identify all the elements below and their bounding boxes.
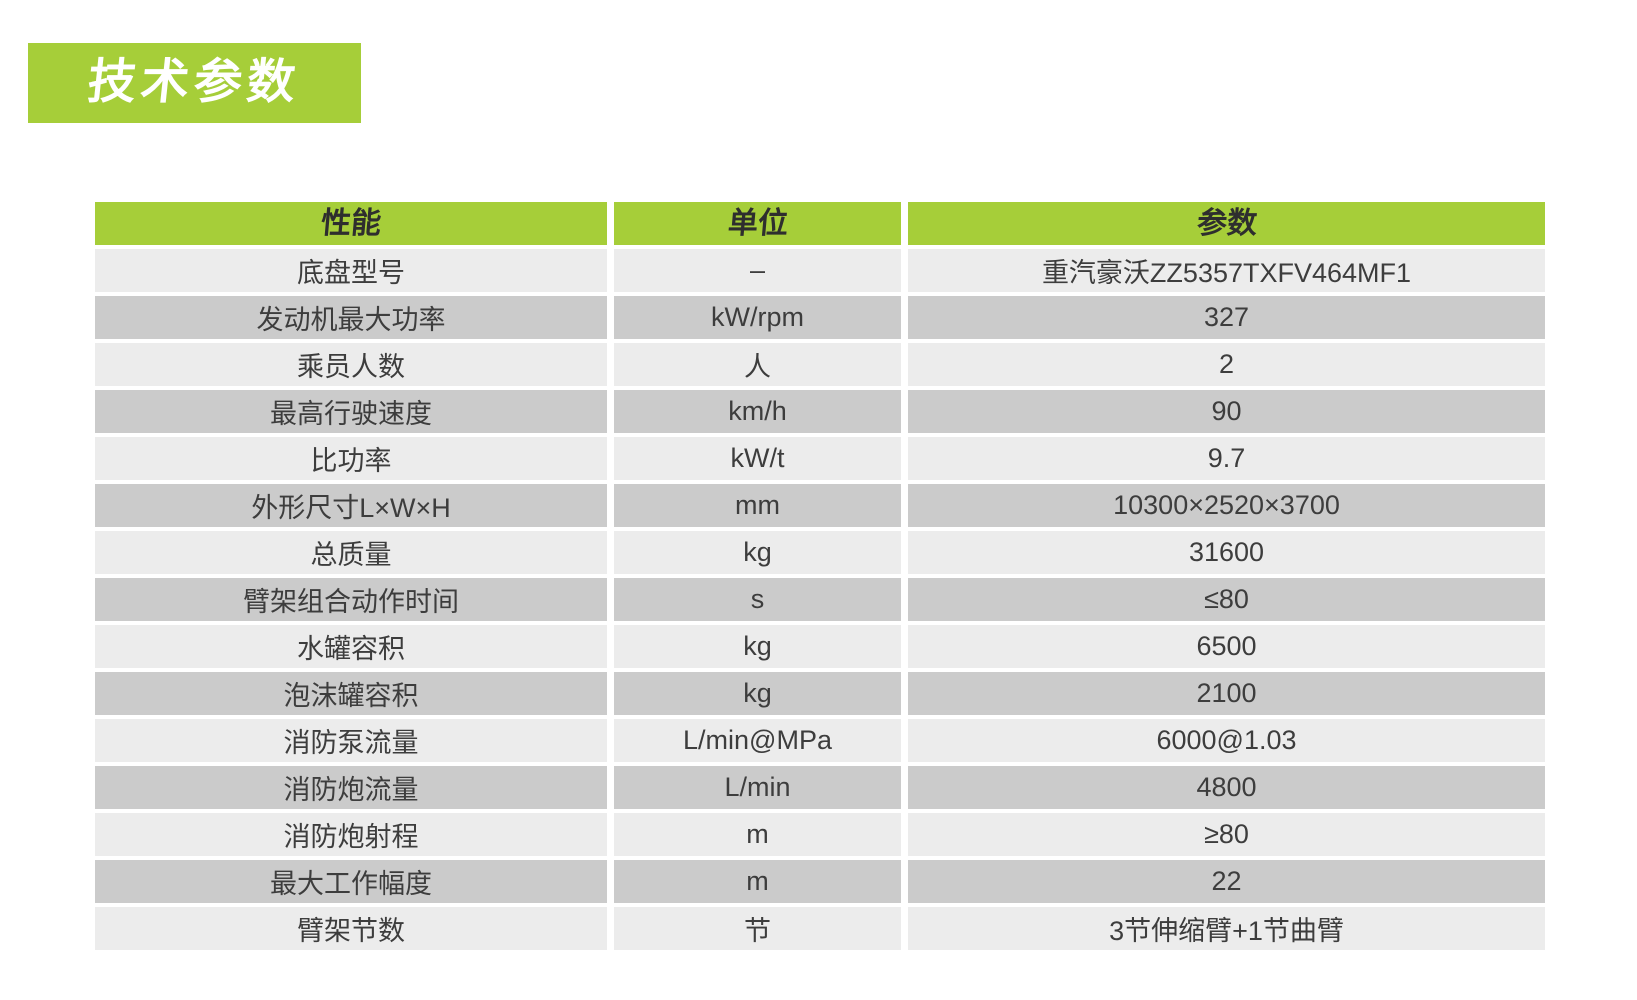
page-title-banner: 技术参数 (28, 43, 361, 123)
spec-label-cell: 水罐容积 (95, 625, 607, 668)
spec-unit-cell: m (614, 813, 901, 856)
spec-value-cell: ≤80 (908, 578, 1545, 621)
spec-label-cell: 臂架组合动作时间 (95, 578, 607, 621)
spec-unit-cell: kW/rpm (614, 296, 901, 339)
spec-label-cell: 总质量 (95, 531, 607, 574)
spec-unit-cell: L/min@MPa (614, 719, 901, 762)
spec-label-cell: 外形尺寸L×W×H (95, 484, 607, 527)
spec-value-cell: 4800 (908, 766, 1545, 809)
spec-unit-cell: kg (614, 672, 901, 715)
column-header-unit-label: 单位 (726, 206, 789, 240)
spec-unit-cell: kg (614, 625, 901, 668)
spec-unit-cell: L/min (614, 766, 901, 809)
spec-value-cell: 31600 (908, 531, 1545, 574)
spec-label-cell: 发动机最大功率 (95, 296, 607, 339)
spec-value-cell: 90 (908, 390, 1545, 433)
spec-value-cell: 6000@1.03 (908, 719, 1545, 762)
spec-value-cell: 22 (908, 860, 1545, 903)
spec-unit-cell: km/h (614, 390, 901, 433)
spec-label-cell: 最高行驶速度 (95, 390, 607, 433)
spec-value-cell: 9.7 (908, 437, 1545, 480)
spec-label-cell: 消防泵流量 (95, 719, 607, 762)
spec-value-cell: ≥80 (908, 813, 1545, 856)
spec-label-cell: 臂架节数 (95, 907, 607, 950)
spec-unit-cell: s (614, 578, 901, 621)
spec-value-cell: 2100 (908, 672, 1545, 715)
spec-unit-cell: m (614, 860, 901, 903)
spec-label-cell: 泡沫罐容积 (95, 672, 607, 715)
column-header-parameter-label: 参数 (1195, 206, 1258, 240)
spec-unit-cell: 节 (614, 907, 901, 950)
spec-unit-cell: kg (614, 531, 901, 574)
spec-label-cell: 底盘型号 (95, 249, 607, 292)
column-header-performance-label: 性能 (319, 206, 383, 240)
column-header-parameter: 参数 (908, 202, 1545, 245)
spec-label-cell: 比功率 (95, 437, 607, 480)
spec-value-cell: 327 (908, 296, 1545, 339)
spec-value-cell: 2 (908, 343, 1545, 386)
spec-unit-cell: kW/t (614, 437, 901, 480)
spec-unit-cell: mm (614, 484, 901, 527)
page-title: 技术参数 (85, 56, 304, 109)
spec-label-cell: 消防炮射程 (95, 813, 607, 856)
spec-table: 性能 单位 参数 底盘型号 – 重汽豪沃ZZ5357TXFV464MF1 发动机… (95, 202, 1545, 950)
spec-value-cell: 6500 (908, 625, 1545, 668)
column-header-unit: 单位 (614, 202, 901, 245)
spec-value-cell: 重汽豪沃ZZ5357TXFV464MF1 (908, 249, 1545, 292)
spec-label-cell: 最大工作幅度 (95, 860, 607, 903)
spec-unit-cell: – (614, 249, 901, 292)
spec-label-cell: 消防炮流量 (95, 766, 607, 809)
spec-value-cell: 3节伸缩臂+1节曲臂 (908, 907, 1545, 950)
spec-label-cell: 乘员人数 (95, 343, 607, 386)
spec-value-cell: 10300×2520×3700 (908, 484, 1545, 527)
column-header-performance: 性能 (95, 202, 607, 245)
spec-unit-cell: 人 (614, 343, 901, 386)
